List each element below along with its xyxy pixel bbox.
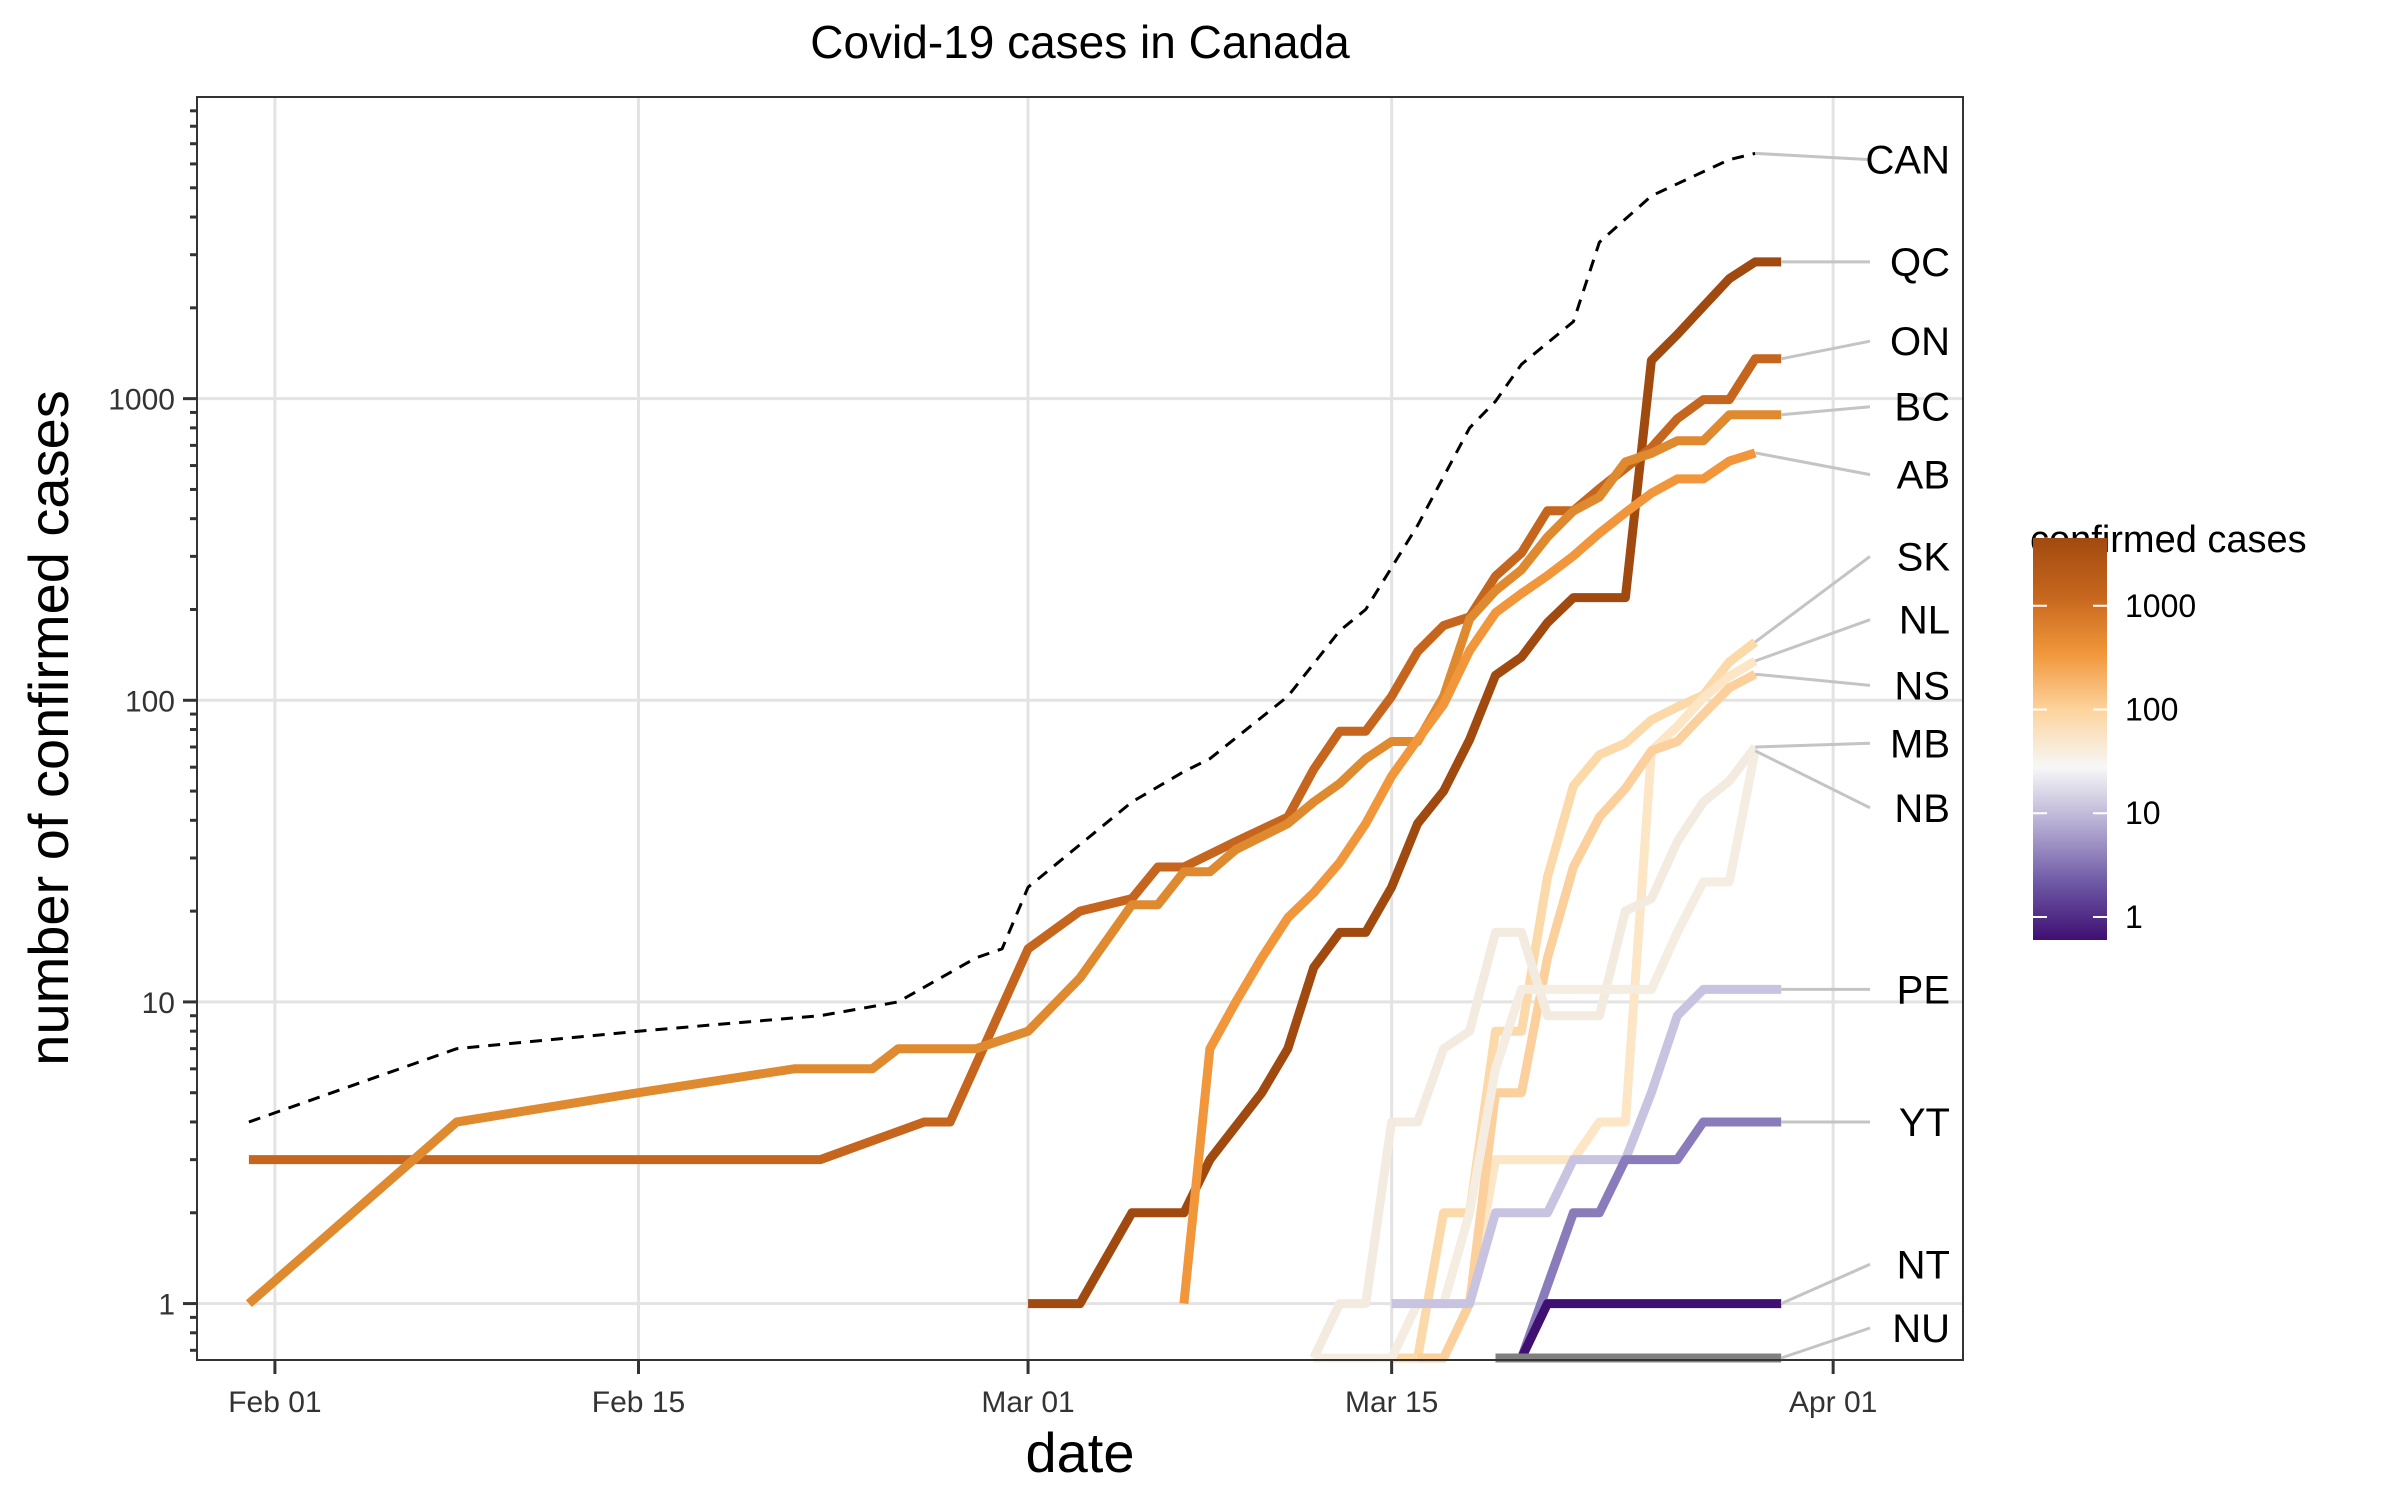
series-label-bc: BC	[1894, 386, 1950, 430]
series-label-nb: NB	[1894, 787, 1950, 831]
series-line-pe	[1391, 984, 1782, 1309]
label-leader-can	[1755, 151, 1871, 162]
x-axis-title: date	[1026, 1421, 1135, 1484]
y-axis-title: number of confirmed cases	[17, 390, 80, 1065]
label-leader-nt	[1780, 1262, 1871, 1305]
legend-tick-label: 10	[2125, 795, 2161, 831]
series-label-mb: MB	[1890, 722, 1950, 766]
series-label-on: ON	[1890, 320, 1950, 364]
series-line-on	[248, 354, 1782, 1165]
legend-colorbar	[2033, 538, 2107, 940]
series-label-nt: NT	[1897, 1243, 1950, 1287]
series-line-ab	[1179, 448, 1757, 1305]
series-label-ab: AB	[1897, 454, 1950, 498]
series-label-sk: SK	[1897, 535, 1951, 579]
series-line-yt	[1517, 1117, 1782, 1360]
series-line-ns	[1417, 670, 1758, 1363]
label-leader-nl	[1754, 618, 1871, 663]
series-line-mb	[1309, 744, 1759, 1360]
label-leader-bc	[1781, 405, 1871, 417]
series-label-qc: QC	[1890, 241, 1950, 285]
series-label-can: CAN	[1866, 139, 1950, 183]
x-axis: Feb 01 Feb 15 Mar 01 Mar 15 Apr 01	[228, 1360, 1877, 1419]
series-line-can	[248, 151, 1756, 1124]
series-line-nb	[1313, 749, 1760, 1363]
legend-ticks: 1 10 100 1000	[2033, 588, 2196, 935]
y-tick-label: 100	[125, 685, 175, 718]
series-line-qc	[1028, 257, 1782, 1309]
x-tick-label: Mar 15	[1345, 1386, 1438, 1419]
series-label-yt: YT	[1899, 1101, 1950, 1145]
y-tick-label: 1000	[108, 384, 175, 417]
y-tick-label: 1	[158, 1289, 175, 1322]
legend-tick-label: 1000	[2125, 588, 2196, 624]
label-leader-nu	[1780, 1326, 1871, 1360]
series-line-sk	[1365, 638, 1758, 1363]
series-label-pe: PE	[1897, 968, 1950, 1012]
label-leader-ab	[1754, 451, 1871, 477]
x-tick-label: Feb 01	[228, 1386, 321, 1419]
label-leader-nb	[1754, 749, 1871, 810]
series-line-bc	[245, 410, 1782, 1307]
series-labels: CAN QC ON BC AB SK NL NS MB NB PE YT NT NU	[1754, 139, 1951, 1360]
y-tick-label: 10	[142, 987, 175, 1020]
label-leader-on	[1780, 339, 1871, 361]
y-axis: 1 10 100 1000	[108, 109, 197, 1352]
x-tick-label: Apr 01	[1789, 1386, 1877, 1419]
series-label-nu: NU	[1892, 1307, 1950, 1351]
series-layer	[245, 151, 1782, 1363]
label-leader-sk	[1754, 555, 1871, 644]
series-label-ns: NS	[1894, 664, 1950, 708]
plot-panel-border	[196, 96, 1964, 1361]
x-tick-label: Feb 15	[592, 1386, 685, 1419]
label-leader-ns	[1755, 672, 1871, 687]
legend-tick-label: 100	[2125, 692, 2178, 728]
gridlines	[197, 97, 1963, 1360]
legend-tick-label: 1	[2125, 899, 2143, 935]
label-leader-mb	[1755, 741, 1871, 749]
x-tick-label: Mar 01	[981, 1386, 1074, 1419]
chart-title: Covid-19 cases in Canada	[810, 16, 1350, 68]
series-label-nl: NL	[1899, 599, 1950, 643]
